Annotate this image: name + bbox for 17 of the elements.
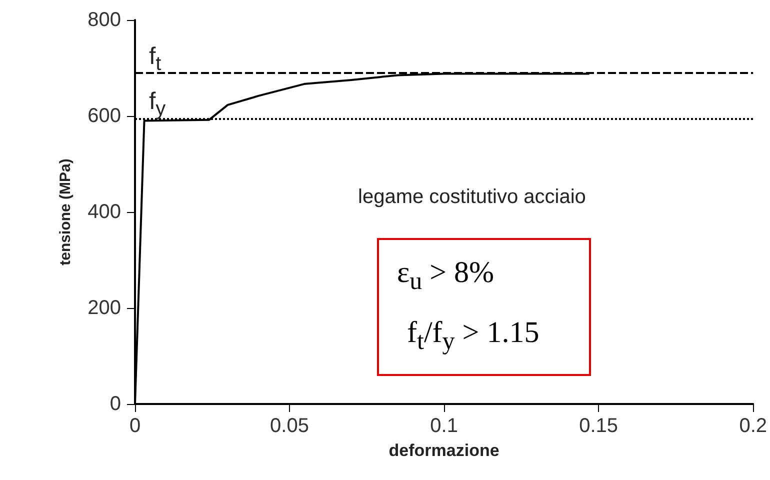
y-tick-label: 400 bbox=[88, 201, 121, 223]
annotation: legame costitutivo acciaio bbox=[358, 186, 586, 209]
y-tick-label: 200 bbox=[88, 297, 121, 319]
y-axis-title: tensione (MPa) bbox=[57, 158, 74, 266]
x-tick-label: 0.05 bbox=[270, 415, 309, 437]
x-tick-label: 0.15 bbox=[579, 415, 618, 437]
y-tick-label: 600 bbox=[88, 105, 121, 127]
annotation: ε$_{u}$ > 8% bbox=[397, 256, 494, 296]
ref-line-label: f$_{y}$ bbox=[149, 88, 166, 120]
x-tick-label: 0.2 bbox=[739, 415, 768, 437]
x-tick-label: 0 bbox=[129, 415, 141, 437]
x-axis-title: deformazione bbox=[388, 441, 500, 460]
y-tick-label: 800 bbox=[88, 9, 121, 31]
x-tick-label: 0.1 bbox=[430, 415, 458, 437]
ref-line-label: f$_{t}$ bbox=[149, 42, 162, 75]
annotation: f$_{t}$/f$_{y}$ > 1.15 bbox=[407, 316, 540, 356]
y-tick-label: 0 bbox=[110, 393, 121, 415]
